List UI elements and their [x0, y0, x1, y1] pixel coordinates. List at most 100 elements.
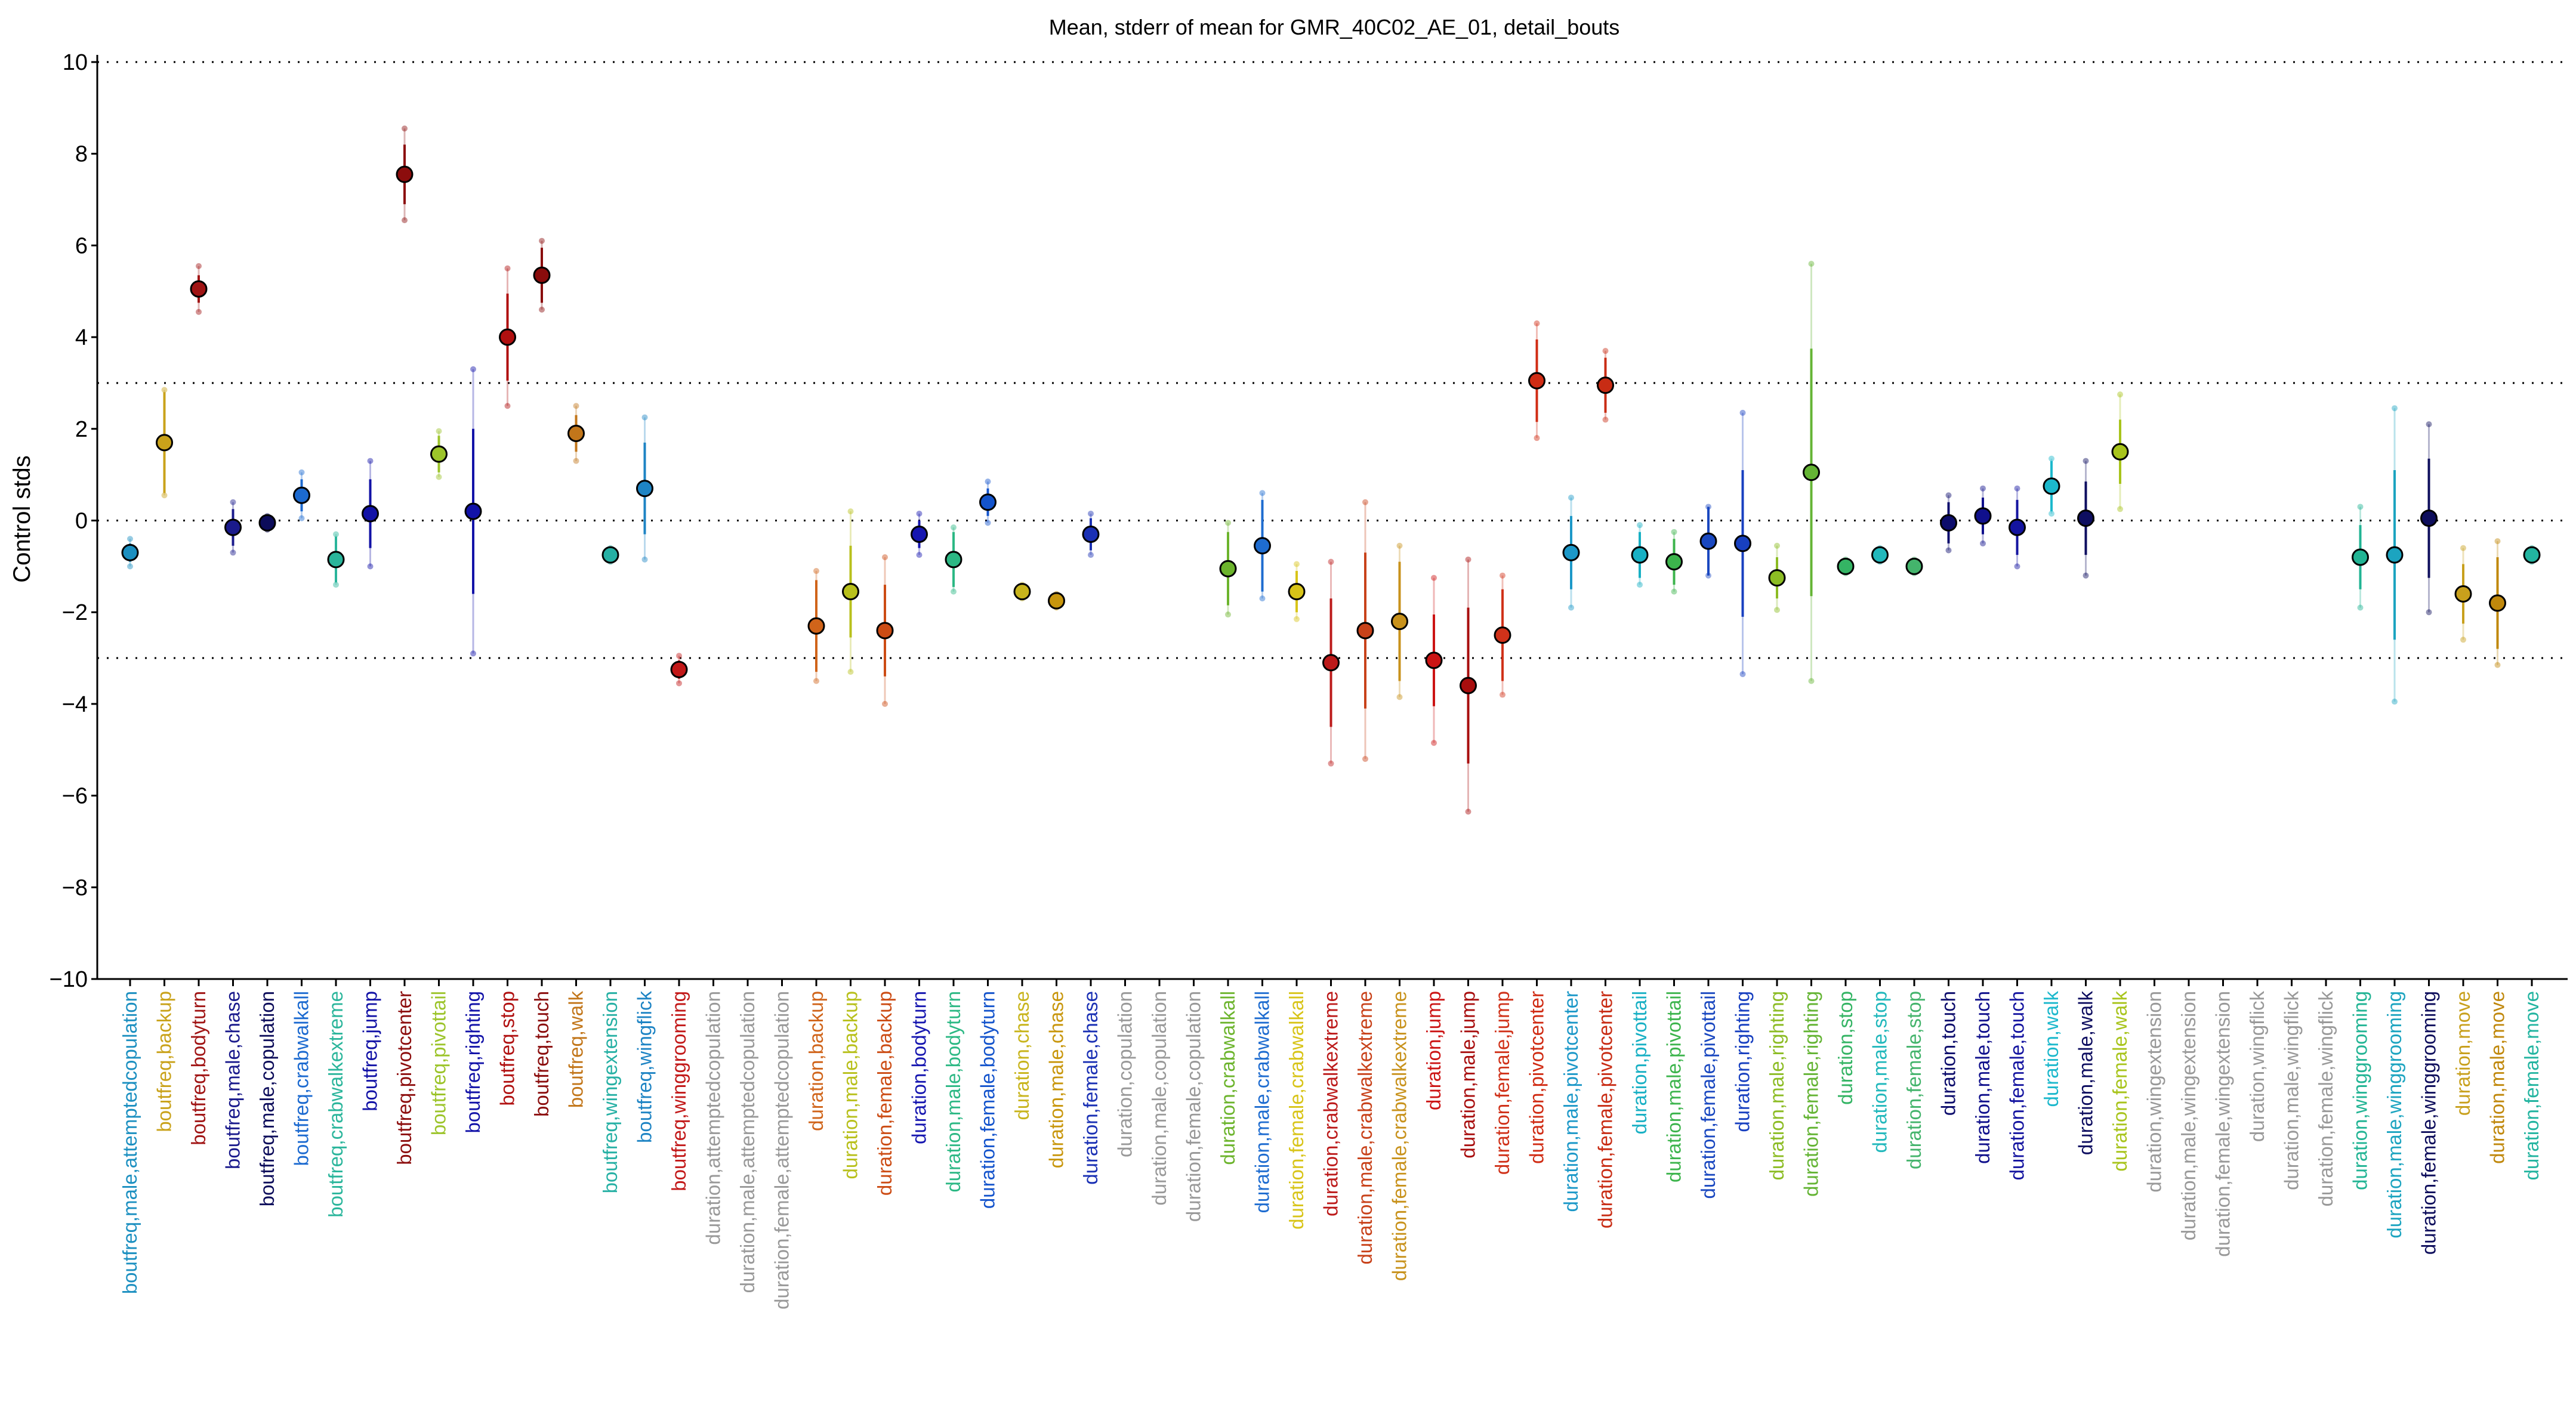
mean-marker — [670, 660, 688, 678]
x-tick-label: duration,wingflick — [2246, 991, 2268, 1142]
range-end-dot — [1294, 616, 1300, 622]
reference-lines — [97, 61, 2568, 980]
x-tick-label: duration,female,bodyturn — [977, 991, 999, 1209]
mean-marker — [601, 546, 619, 564]
x-tick-label: duration,female,crabwalkall — [1285, 991, 1307, 1230]
y-tick-label: 0 — [75, 509, 88, 534]
data-point-group — [121, 536, 139, 570]
range-end-dot — [676, 653, 682, 659]
range-end-dot — [847, 669, 854, 675]
range-end-dot — [1705, 572, 1711, 579]
range-end-dot — [127, 536, 133, 542]
x-tick-label: duration,female,move — [2521, 991, 2543, 1180]
data-point-group — [156, 387, 173, 499]
mean-marker — [567, 424, 585, 442]
data-point-group — [499, 265, 516, 409]
mean-marker — [1597, 376, 1614, 394]
x-tick-label: duration,male,pivottail — [1663, 991, 1685, 1182]
data-point-group — [1905, 556, 1923, 576]
mean-marker — [1837, 557, 1855, 575]
mean-marker — [464, 502, 482, 520]
x-tick-label: duration,female,attemptedcopulation — [771, 991, 793, 1310]
x-tick-label: duration,male,jump — [1457, 991, 1479, 1159]
y-tick-label: −8 — [62, 875, 88, 900]
data-point-group — [670, 653, 688, 687]
mean-marker — [499, 328, 516, 346]
x-tick-label: duration,female,walk — [2109, 991, 2131, 1172]
x-tick-label: boutfreq,stop — [496, 991, 519, 1106]
x-tick-label: duration,male,copulation — [1148, 991, 1170, 1206]
data-point-group — [1425, 575, 1443, 746]
mean-marker — [2454, 585, 2472, 603]
mean-marker — [2043, 477, 2060, 495]
x-tick-label: duration,male,righting — [1766, 991, 1788, 1180]
x-tick-label: duration,female,crabwalkextreme — [1389, 991, 1411, 1281]
mean-marker — [1699, 532, 1717, 550]
range-end-dot — [1980, 540, 1986, 546]
mean-marker — [1494, 626, 1511, 644]
mean-marker — [1288, 583, 1306, 601]
range-end-dot — [2426, 421, 2432, 428]
range-end-dot — [916, 552, 923, 558]
x-tick-label: duration,stop — [1834, 991, 1856, 1105]
range-end-dot — [1328, 760, 1334, 767]
x-tick-label: boutfreq,walk — [565, 991, 587, 1108]
x-tick-label: duration,female,wingextension — [2212, 991, 2234, 1257]
data-point-group — [2454, 545, 2472, 643]
range-end-dot — [436, 428, 442, 434]
axes — [96, 55, 2568, 980]
range-end-dot — [402, 125, 408, 132]
range-end-dot — [1705, 504, 1711, 510]
data-point-group — [1356, 499, 1374, 762]
y-tick-label: −6 — [62, 784, 88, 809]
data-point-group — [258, 512, 276, 533]
x-tick-label: boutfreq,wingextension — [599, 991, 621, 1193]
data-point-group — [1082, 510, 1100, 558]
range-end-dot — [641, 414, 648, 421]
mean-marker — [1082, 526, 1100, 543]
mean-marker — [1631, 546, 1649, 564]
x-tick-label: duration,male,move — [2486, 991, 2509, 1164]
data-point-group — [842, 508, 859, 675]
x-tick-label: boutfreq,winggrooming — [668, 991, 690, 1191]
mean-marker — [911, 526, 928, 543]
x-tick-label: boutfreq,male,copulation — [256, 991, 278, 1206]
range-end-dot — [196, 263, 202, 269]
x-tick-label: duration,male,bodyturn — [942, 991, 964, 1193]
x-tick-label: duration,male,stop — [1869, 991, 1891, 1153]
mean-marker — [1391, 613, 1408, 631]
x-tick-label: duration,male,wingextension — [2177, 991, 2199, 1240]
range-end-dot — [436, 474, 442, 480]
x-tick-label: duration,male,backup — [840, 991, 862, 1179]
y-tick-label: −4 — [62, 692, 88, 717]
data-point-group — [807, 568, 825, 684]
mean-marker — [1356, 622, 1374, 640]
range-end-dot — [2014, 563, 2020, 570]
data-point-group — [2352, 504, 2369, 611]
x-tick-label: duration,move — [2452, 991, 2474, 1116]
data-point-group — [293, 469, 310, 521]
mean-marker — [190, 280, 208, 298]
range-end-dot — [882, 700, 888, 707]
mean-marker — [156, 434, 173, 452]
x-tick-label: boutfreq,touch — [530, 991, 553, 1117]
data-point-group — [2386, 405, 2404, 705]
range-end-dot — [333, 582, 339, 588]
range-end-dot — [641, 556, 648, 563]
range-end-dot — [1225, 612, 1231, 618]
data-point-group — [327, 531, 345, 588]
range-end-dot — [1808, 678, 1815, 684]
range-end-dot — [1328, 558, 1334, 565]
range-end-dot — [470, 650, 476, 657]
range-end-dot — [1774, 542, 1780, 549]
y-tick-label: 10 — [63, 50, 88, 75]
mean-marker — [1254, 537, 1271, 555]
data-point-group — [1699, 504, 1717, 579]
x-tick-label: duration,pivotcenter — [1526, 991, 1548, 1164]
x-tick-label: duration,female,stop — [1903, 991, 1925, 1169]
range-end-dot — [1568, 495, 1574, 501]
data-point-group — [2009, 485, 2026, 570]
range-end-dot — [2392, 405, 2398, 412]
mean-marker — [533, 266, 551, 284]
y-tick-label: 4 — [75, 325, 88, 350]
